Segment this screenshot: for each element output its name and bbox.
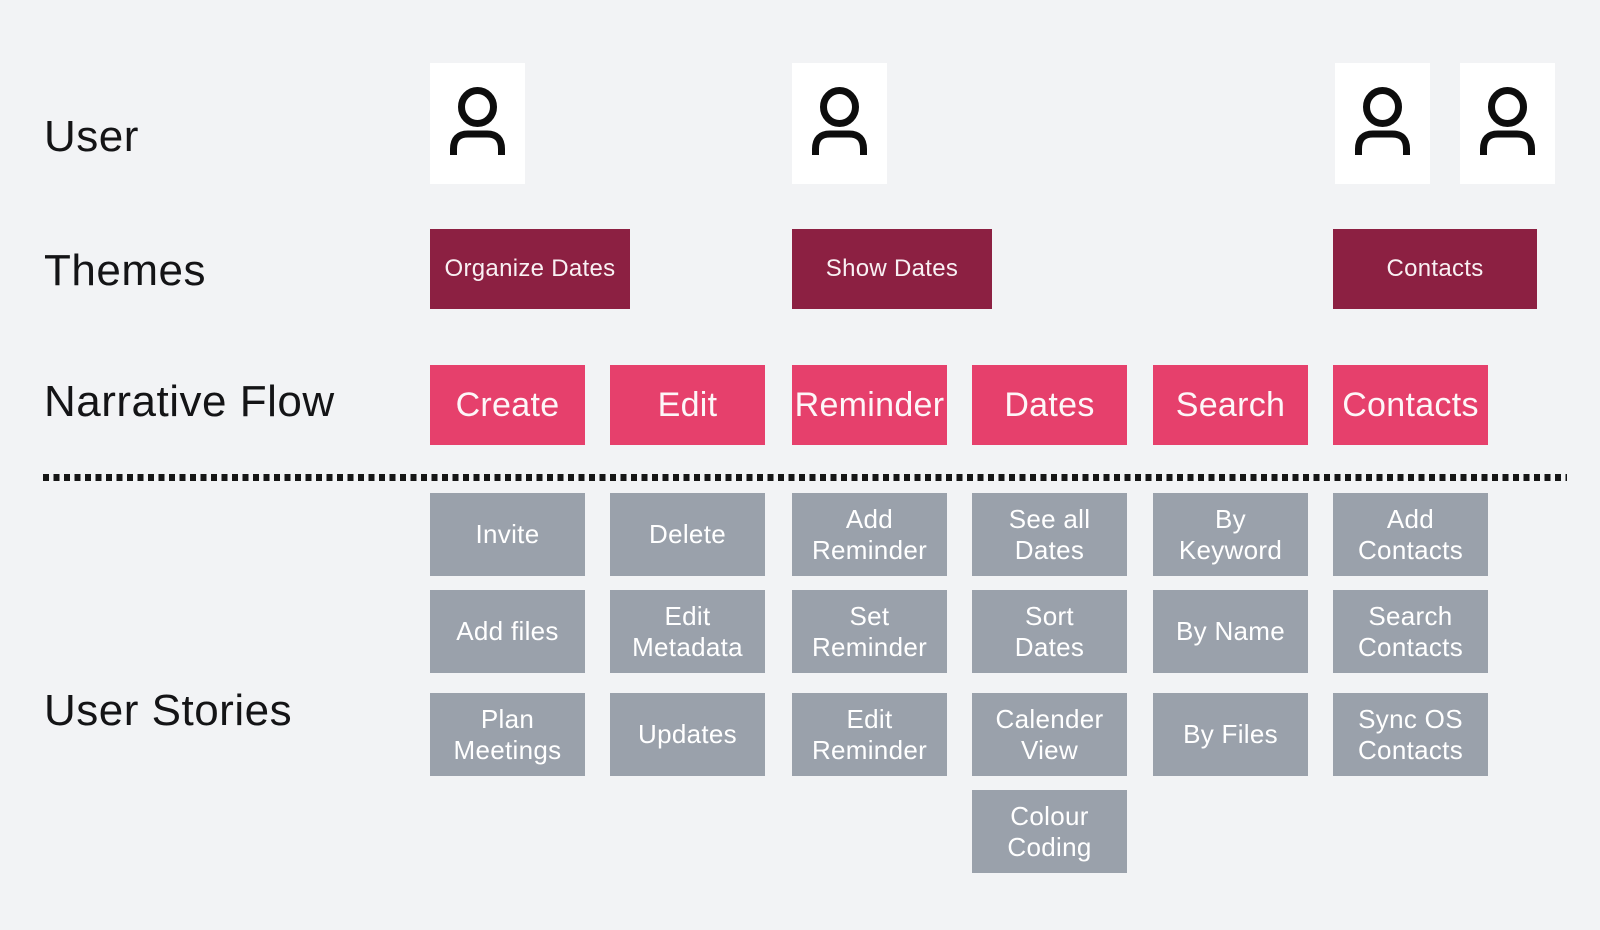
theme-card-contacts[interactable]: Contacts [1333,229,1537,309]
story-card-label: Sync OS Contacts [1357,703,1463,765]
person-icon [1480,87,1535,155]
dotted-divider [43,474,1567,481]
story-card-see-all-dates[interactable]: See all Dates [972,493,1127,576]
flow-card-edit[interactable]: Edit [610,365,765,445]
person-icon [1355,87,1410,155]
story-card-label: By Name [1175,616,1286,647]
user-card[interactable] [1460,63,1555,184]
theme-card-label: Organize Dates [444,255,616,282]
story-card-label: Set Reminder [811,600,928,662]
story-card-search-contacts[interactable]: Search Contacts [1333,590,1488,673]
user-card[interactable] [792,63,887,184]
flow-card-search[interactable]: Search [1153,365,1308,445]
story-card-edit-metadata[interactable]: Edit Metadata [610,590,765,673]
story-card-label: Add Reminder [811,503,928,565]
story-card-label: Edit Metadata [632,600,743,662]
flow-card-label: Search [1175,385,1286,424]
user-card[interactable] [430,63,525,184]
story-card-label: Add Contacts [1357,503,1463,565]
story-card-label: Invite [475,519,540,550]
story-card-label: Search Contacts [1357,600,1463,662]
row-label-user-stories: User Stories [44,686,293,735]
story-card-label: By Files [1183,719,1278,750]
row-label-user: User [44,112,139,161]
story-card-label: Delete [649,519,726,550]
user-card[interactable] [1335,63,1430,184]
person-icon [450,87,505,155]
person-icon [812,87,867,155]
story-card-by-keyword[interactable]: By Keyword [1153,493,1308,576]
story-card-label: Colour Coding [1007,800,1092,862]
story-card-plan-meetings[interactable]: Plan Meetings [430,693,585,776]
flow-card-label: Reminder [794,385,945,424]
story-card-label: Sort Dates [1014,600,1085,662]
theme-card-label: Show Dates [825,255,959,282]
story-card-add-files[interactable]: Add files [430,590,585,673]
flow-card-dates[interactable]: Dates [972,365,1127,445]
story-card-label: Edit Reminder [811,703,928,765]
story-card-add-contacts[interactable]: Add Contacts [1333,493,1488,576]
theme-card-label: Contacts [1386,255,1484,282]
story-card-by-files[interactable]: By Files [1153,693,1308,776]
flow-card-label: Create [455,385,560,424]
story-card-delete[interactable]: Delete [610,493,765,576]
story-card-colour-coding[interactable]: Colour Coding [972,790,1127,873]
story-card-calender-view[interactable]: Calender View [972,693,1127,776]
story-card-edit-reminder[interactable]: Edit Reminder [792,693,947,776]
flow-card-contacts[interactable]: Contacts [1333,365,1488,445]
row-label-narrative-flow: Narrative Flow [44,377,335,426]
flow-card-label: Edit [657,385,718,424]
theme-card-organize-dates[interactable]: Organize Dates [430,229,630,309]
flow-card-label: Contacts [1342,385,1479,424]
story-card-label: Add files [456,616,559,647]
row-label-themes: Themes [44,246,206,295]
story-card-label: Updates [638,719,737,750]
story-card-label: Plan Meetings [453,703,562,765]
story-card-label: Calender View [995,703,1104,765]
story-card-invite[interactable]: Invite [430,493,585,576]
flow-card-reminder[interactable]: Reminder [792,365,947,445]
story-card-sync-os-contacts[interactable]: Sync OS Contacts [1333,693,1488,776]
flow-card-create[interactable]: Create [430,365,585,445]
story-card-label: By Keyword [1178,503,1283,565]
story-card-add-reminder[interactable]: Add Reminder [792,493,947,576]
theme-card-show-dates[interactable]: Show Dates [792,229,992,309]
story-card-sort-dates[interactable]: Sort Dates [972,590,1127,673]
story-card-label: See all Dates [1008,503,1091,565]
flow-card-label: Dates [1004,385,1095,424]
story-card-set-reminder[interactable]: Set Reminder [792,590,947,673]
story-card-by-name[interactable]: By Name [1153,590,1308,673]
story-card-updates[interactable]: Updates [610,693,765,776]
